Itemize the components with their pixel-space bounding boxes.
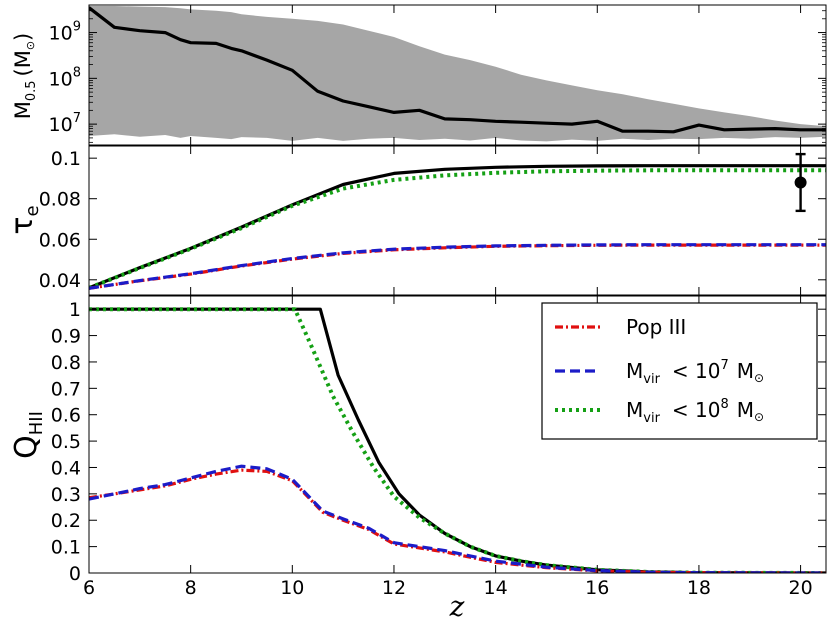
bottom-y-ticks: 0 0.1 0.2 0.3 0.4 0.5 0.6 0.7 0.8 0.9 1 [51, 299, 826, 585]
bottom-y-tick-label: 0.6 [51, 405, 81, 427]
legend-mvir7-exponent: 7 [721, 358, 729, 373]
bottom-y-tick-label: 0.1 [51, 537, 81, 559]
mass-range-band [89, 6, 826, 142]
top-y-tick-base: 10 [49, 68, 73, 90]
middle-x-ticks [88, 146, 802, 295]
top-y-tick-label: 108 [49, 65, 81, 90]
bottom-y-label-symbol: Q [9, 435, 44, 459]
legend-mvir7-symbol: M [626, 359, 643, 383]
middle-y-label-symbol: τ [5, 217, 40, 235]
top-y-label-symbol: M [11, 101, 35, 119]
qhii-series-mvir7 [89, 464, 826, 573]
x-tick-label: 10 [280, 577, 304, 599]
x-tick-label: 12 [382, 577, 406, 599]
top-y-tick-label: 107 [49, 111, 81, 136]
x-tick-label: 14 [484, 577, 508, 599]
legend-mvir7-sun-subscript: ⊙ [754, 371, 764, 385]
datapoint-marker [794, 176, 807, 189]
x-tick-label: 18 [687, 577, 711, 599]
legend-mvir7-rest: < 10 [672, 359, 721, 383]
legend-mvir7-unit: M [737, 359, 754, 383]
bottom-y-tick-label: 0.9 [51, 326, 81, 348]
middle-y-tick-label: 0.04 [39, 270, 81, 292]
middle-y-label-subscript: e [22, 205, 43, 216]
middle-plot-area [89, 164, 826, 290]
legend-mvir8-subscript: vir [643, 411, 660, 426]
bottom-y-tick-label: 0.5 [51, 431, 81, 453]
x-tick-label: 8 [185, 577, 197, 599]
middle-y-tick-label: 0.1 [51, 148, 81, 170]
top-y-label-unit: (M [11, 50, 35, 76]
x-tick-label: 6 [83, 577, 95, 599]
x-tick-label: 16 [585, 577, 609, 599]
median-mass-line [89, 6, 826, 134]
top-y-tick-label: 109 [49, 20, 81, 45]
top-y-label-close: ) [11, 33, 35, 41]
middle-y-label: τe [5, 205, 43, 234]
top-y-tick-base: 10 [49, 23, 73, 45]
top-y-tick-exponent: 7 [73, 111, 81, 126]
legend-mvir8-rest: < 10 [672, 398, 721, 422]
tau-series-pop3 [89, 243, 826, 290]
top-plot-area [89, 6, 826, 142]
bottom-y-tick-label: 0.2 [51, 510, 81, 532]
legend-mvir7-subscript: vir [643, 372, 660, 387]
middle-y-tick-label: 0.08 [39, 189, 81, 211]
legend-label-mvir7: Mvir < 107 M⊙ [626, 358, 764, 387]
legend-mvir8-sun-subscript: ⊙ [754, 410, 764, 424]
top-x-ticks [88, 5, 802, 145]
bottom-plot-area [89, 307, 826, 573]
sun-symbol-subscript: ⊙ [24, 41, 37, 50]
panel-bottom: 0 0.1 0.2 0.3 0.4 0.5 0.6 0.7 0.8 0.9 1 6 8 10 12 14 16… [9, 295, 827, 623]
middle-y-ticks: 0.04 0.06 0.08 0.1 [39, 148, 826, 292]
bottom-y-tick-label: 0.8 [51, 352, 81, 374]
panel-middle: 0.04 0.06 0.08 0.1 τe [5, 145, 827, 296]
x-tick-label: 20 [788, 577, 812, 599]
bottom-x-ticks: 6 8 10 12 14 16 18 20 [83, 296, 813, 599]
bottom-y-tick-label: 0.3 [51, 484, 81, 506]
tau-series-mvir8 [89, 168, 826, 290]
bottom-y-tick-label: 0.4 [51, 457, 81, 479]
top-y-tick-exponent: 8 [73, 65, 81, 80]
bottom-y-label-subscript: HII [26, 411, 47, 435]
tau-series-mvir7 [89, 243, 826, 290]
legend-label-pop3: Pop III [626, 315, 686, 339]
legend-mvir8-unit: M [737, 398, 754, 422]
legend-mvir8-exponent: 8 [721, 397, 729, 412]
legend-label-mvir8: Mvir < 108 M⊙ [626, 397, 764, 426]
middle-y-tick-label: 0.06 [39, 229, 81, 251]
bottom-axes-frame [88, 295, 827, 574]
legend: Pop III Mvir < 107 M⊙ Mvir < 108 M⊙ [541, 302, 818, 440]
tau-series-total [89, 164, 826, 290]
bottom-y-tick-label: 0.7 [51, 378, 81, 400]
x-axis-label: z [449, 590, 465, 623]
observed-tau-datapoint [794, 152, 807, 213]
bottom-y-tick-label: 0 [69, 563, 81, 585]
top-y-label: M0.5 (M⊙) [11, 33, 39, 120]
qhii-series-pop3 [89, 468, 826, 573]
top-y-tick-exponent: 9 [73, 20, 81, 35]
middle-axes-frame [88, 145, 827, 296]
top-y-tick-base: 10 [49, 114, 73, 136]
bottom-y-tick-label: 1 [69, 299, 81, 321]
top-axes-frame [88, 4, 827, 146]
top-y-label-subscript: 0.5 [24, 80, 39, 101]
legend-mvir8-symbol: M [626, 398, 643, 422]
bottom-y-label: QHII [9, 411, 47, 459]
